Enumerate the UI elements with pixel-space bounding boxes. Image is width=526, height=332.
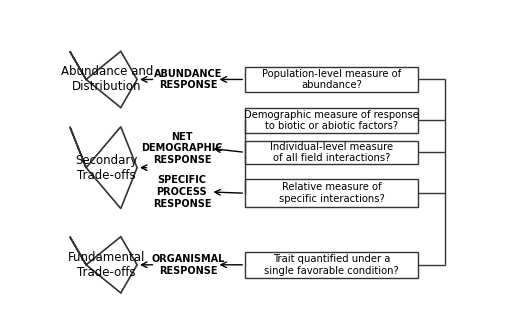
- Text: Trait quantified under a
single favorable condition?: Trait quantified under a single favorabl…: [265, 254, 399, 276]
- Polygon shape: [70, 237, 137, 293]
- Polygon shape: [245, 179, 418, 207]
- Text: ABUNDANCE
RESPONSE: ABUNDANCE RESPONSE: [154, 69, 222, 90]
- Text: SPECIFIC
PROCESS
RESPONSE: SPECIFIC PROCESS RESPONSE: [153, 175, 211, 208]
- Text: Fundamental
Trade-offs: Fundamental Trade-offs: [68, 251, 145, 279]
- Text: Demographic measure of response
to biotic or abiotic factors?: Demographic measure of response to bioti…: [244, 110, 419, 131]
- Text: Individual-level measure
of all field interactions?: Individual-level measure of all field in…: [270, 141, 393, 163]
- Polygon shape: [245, 141, 418, 164]
- Text: NET
DEMOGRAPHIC
RESPONSE: NET DEMOGRAPHIC RESPONSE: [141, 132, 222, 165]
- Polygon shape: [245, 252, 418, 278]
- Text: Population-level measure of
abundance?: Population-level measure of abundance?: [262, 69, 401, 90]
- Text: ORGANISMAL
RESPONSE: ORGANISMAL RESPONSE: [151, 254, 225, 276]
- Polygon shape: [245, 67, 418, 92]
- Polygon shape: [70, 127, 137, 208]
- Text: Abundance and
Distribution: Abundance and Distribution: [60, 65, 153, 94]
- Polygon shape: [245, 108, 418, 133]
- Text: Secondary
Trade-offs: Secondary Trade-offs: [76, 154, 138, 182]
- Polygon shape: [70, 51, 137, 108]
- Text: Relative measure of
specific interactions?: Relative measure of specific interaction…: [279, 182, 385, 204]
